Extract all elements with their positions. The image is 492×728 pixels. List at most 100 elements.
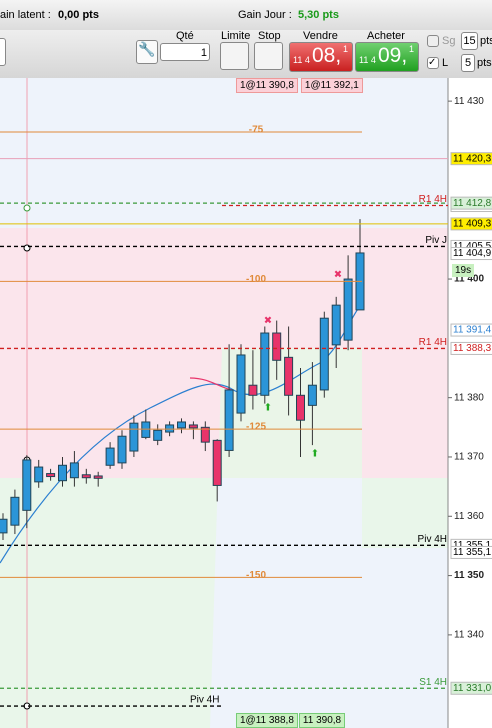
bottom-order-chips: 1@11 388,8 11 390,8	[236, 713, 346, 728]
sg-input[interactable]: 15	[461, 32, 478, 50]
sell-main: 08,	[312, 44, 342, 67]
candle-body	[117, 435, 127, 464]
sg-label: Sg	[442, 35, 456, 47]
candle-body	[272, 332, 282, 361]
price-tag-bg	[450, 323, 492, 337]
exit-marker: ✖	[334, 270, 342, 281]
candle-body	[46, 473, 56, 478]
gain-value: 5,30 pts	[298, 9, 339, 21]
y-tick-label: 11 360	[454, 511, 484, 522]
chart: ✖ ✖ ⬆ ⬆ 11 430 11 400 11 380 11 370 11 360 11…	[0, 78, 492, 728]
candle-body	[58, 464, 67, 482]
price-tag-bg	[450, 247, 492, 261]
buy-main: 09,	[378, 44, 408, 67]
price-tag-bg	[450, 545, 492, 559]
price-tag-bg	[450, 341, 492, 355]
candle-body	[296, 394, 305, 421]
candle-body	[260, 332, 270, 396]
candle-body	[141, 421, 151, 438]
qty-label: Qté	[176, 30, 194, 42]
buy-pre: 11 4	[359, 55, 376, 65]
price-tag: 11 388,3	[453, 343, 492, 354]
order-chip[interactable]: 11 390,8	[298, 713, 346, 728]
limit-label: Limite	[221, 30, 251, 42]
price-tag: 11 404,9	[453, 248, 492, 259]
l-label: L	[442, 57, 449, 69]
qty-input[interactable]: 1	[160, 43, 210, 61]
candle-body	[319, 317, 329, 391]
settings-button[interactable]: 🔧	[136, 40, 158, 64]
level-label: Piv 4H	[190, 695, 219, 706]
sell-post: 1	[343, 44, 349, 54]
limit-button[interactable]	[220, 42, 249, 70]
sell-label: Vendre	[303, 30, 338, 42]
price-tag: 11 331,0	[453, 683, 492, 694]
exit-marker: ✖	[264, 316, 272, 327]
sg-unit: pts	[480, 35, 492, 47]
price-tag: 11 412,8	[453, 198, 492, 209]
order-chips: 1@11 390,8 1@11 392,1	[236, 78, 363, 93]
sell-pre: 11 4	[293, 55, 310, 65]
level-label: Piv 4H	[418, 534, 447, 545]
price-tag: 11 405,5	[453, 241, 492, 252]
level-label: R1 4H	[419, 337, 447, 348]
price-tag-bg	[450, 152, 492, 166]
candle-body	[34, 466, 44, 483]
gain-label: Gain Jour :	[238, 9, 292, 21]
y-tick-label: 11 370	[454, 452, 484, 463]
support-zone	[0, 348, 448, 728]
candle-body	[212, 439, 222, 486]
candle-body	[188, 424, 198, 429]
candle-body	[165, 424, 175, 433]
stop-label: Stop	[258, 30, 281, 42]
l-unit: pts	[477, 57, 492, 69]
price-tag-bg	[450, 681, 492, 695]
price-tag-bg	[450, 217, 492, 231]
y-tick-label: 11 380	[454, 392, 484, 403]
input[interactable]	[0, 38, 6, 66]
zone-label: -100	[246, 274, 266, 285]
l-checkbox[interactable]: ✓	[427, 57, 439, 69]
order-chip[interactable]: 1@11 390,8	[236, 78, 298, 93]
entry-marker: ⬆	[264, 403, 272, 414]
price-tag-bg	[450, 196, 492, 210]
candle-body	[69, 462, 79, 479]
level-label: Piv J	[425, 235, 447, 246]
candle-body	[284, 356, 294, 396]
candle-body	[81, 474, 91, 479]
candle-body	[22, 459, 32, 511]
sell-button[interactable]: 11 4 08, 1	[289, 42, 353, 72]
candle-body	[236, 354, 246, 414]
candle-body	[0, 518, 8, 534]
zone-label: -75	[249, 125, 264, 136]
y-tick-label: 11 400	[454, 274, 484, 285]
candle-body	[10, 496, 20, 526]
level-label: R1 4H	[419, 194, 447, 205]
status-bar: ain latent : 0,00 pts Gain Jour : 5,30 p…	[0, 0, 492, 31]
buy-button[interactable]: 11 4 09, 1	[355, 42, 419, 72]
crosshair-point	[23, 204, 31, 212]
candle-body	[343, 278, 353, 341]
l-input[interactable]: 5	[461, 54, 475, 72]
y-tick-label: 11 350	[454, 570, 484, 581]
latent-value: 0,00 pts	[58, 9, 99, 21]
price-tag: 11 355,1	[453, 540, 492, 551]
buy-post: 1	[409, 44, 415, 54]
candle-body	[307, 384, 317, 406]
candle-body	[224, 389, 234, 451]
y-tick-label: 11 340	[454, 630, 484, 641]
stop-button[interactable]	[254, 42, 283, 70]
buy-label: Acheter	[367, 30, 405, 42]
price-tag: 11 391,4	[453, 325, 492, 336]
order-chip[interactable]: 1@11 388,8	[236, 713, 298, 728]
level-label: S1 4H	[419, 677, 447, 688]
y-tick-label: 11 430	[454, 96, 484, 107]
candle-body	[93, 475, 103, 479]
entry-marker: ⬆	[311, 449, 319, 460]
order-chip[interactable]: 1@11 392,1	[300, 78, 363, 93]
sg-checkbox[interactable]	[427, 35, 439, 47]
price-tag: 11 420,3	[453, 153, 492, 164]
candle-body	[331, 304, 341, 346]
candle-body	[177, 421, 186, 429]
